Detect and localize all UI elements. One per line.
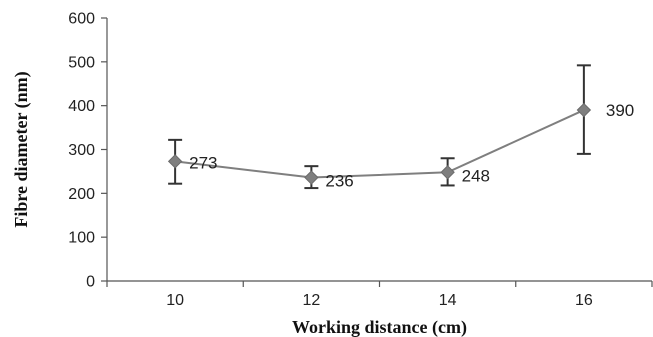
error-bars: [168, 64, 591, 190]
x-tick-label: 16: [575, 292, 593, 309]
data-point-marker: [576, 102, 592, 118]
y-axis-title: Fibre diameter (nm): [11, 71, 32, 227]
x-axis-title: Working distance (cm): [292, 317, 467, 337]
series-fibre-diameter: [175, 109, 585, 179]
axes: [106, 18, 652, 282]
y-tick-label: 100: [68, 230, 95, 247]
series-line: [175, 109, 585, 179]
data-markers: [167, 102, 592, 185]
data-point-marker: [440, 165, 455, 180]
data-point-marker: [167, 154, 183, 169]
data-label: 236: [325, 172, 353, 191]
data-labels: 273 236 248 390: [189, 101, 634, 191]
y-tick-label: 0: [86, 274, 95, 291]
data-label: 273: [189, 153, 217, 172]
y-tick-label: 300: [68, 142, 95, 159]
x-tick-label: 10: [166, 292, 184, 309]
data-label: 390: [606, 101, 634, 120]
x-axis-ticks: 10 12 14 16: [106, 281, 653, 309]
y-tick-label: 600: [68, 11, 95, 28]
x-tick-label: 12: [302, 292, 320, 309]
y-tick-label: 200: [68, 186, 95, 203]
data-point-marker: [304, 170, 319, 185]
y-tick-label: 500: [68, 54, 95, 71]
data-label: 248: [462, 166, 490, 185]
x-tick-label: 14: [439, 292, 457, 309]
y-axis-ticks: 0 100 200 300 400 500 600: [68, 11, 107, 291]
y-tick-label: 400: [68, 98, 95, 115]
